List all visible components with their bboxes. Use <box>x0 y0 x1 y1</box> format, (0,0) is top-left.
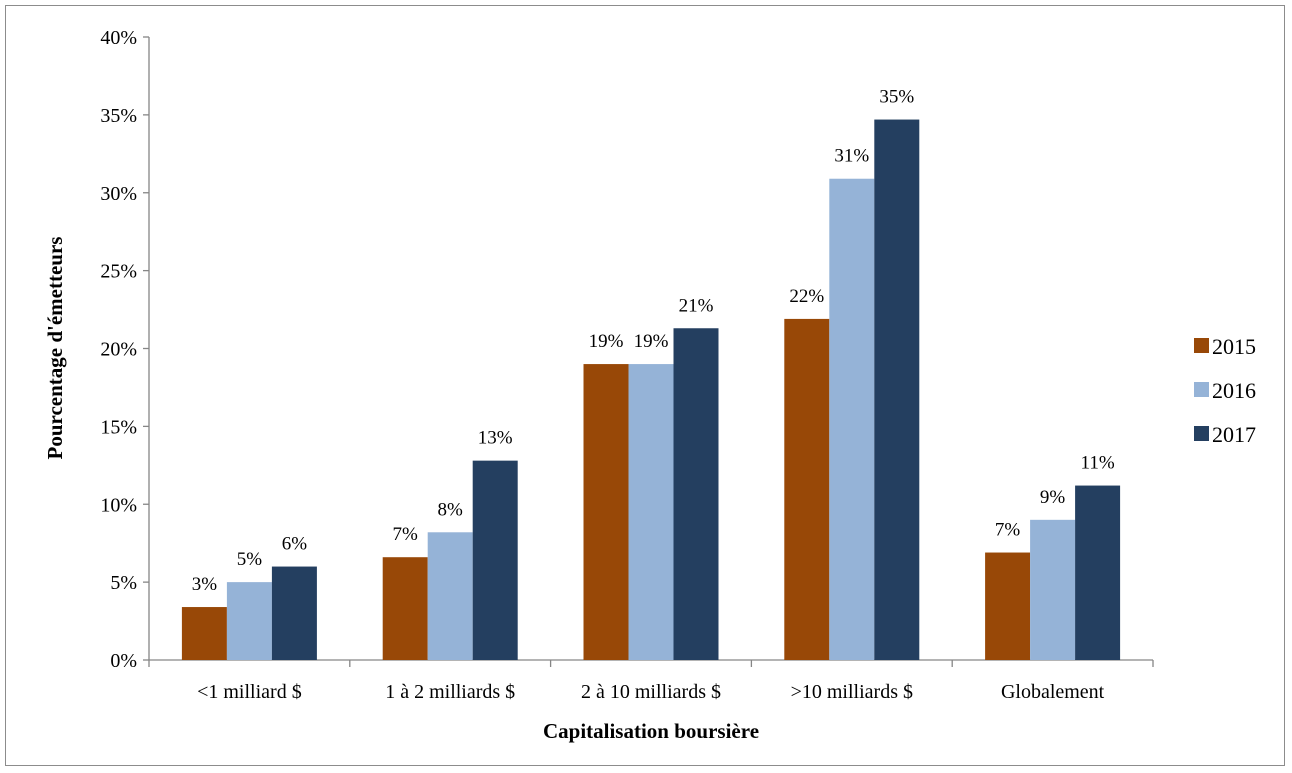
bar-2015 <box>784 318 830 660</box>
legend: 2015 2016 2017 <box>1194 334 1256 447</box>
y-tick-label: 35% <box>100 105 137 127</box>
bar-2016 <box>226 582 272 660</box>
legend-label: 2015 <box>1212 334 1256 359</box>
data-label: 22% <box>789 286 824 307</box>
x-axis: <1 milliard $ 1 à 2 milliards $ 2 à 10 mil… <box>148 659 1154 703</box>
y-tick-label: 25% <box>100 261 137 283</box>
legend-swatch-2017 <box>1194 426 1209 441</box>
y-tick-label: 30% <box>100 183 137 205</box>
bar-2015 <box>382 557 428 660</box>
legend-label: 2017 <box>1212 422 1256 447</box>
data-label: 19% <box>634 331 669 352</box>
bar-2016 <box>628 364 674 660</box>
y-tick-label: 5% <box>110 572 137 594</box>
bar-2015 <box>985 552 1031 660</box>
data-label: 9% <box>1040 487 1066 508</box>
x-axis-title: Capitalisation boursière <box>543 719 759 743</box>
category-label: 2 à 10 milliards $ <box>581 681 721 703</box>
data-labels: 3% 5% 6% 7% 8% 13% 19% 19% 21% 22% 31% 35% 7% 9% 11% <box>192 87 1115 595</box>
bar-2016 <box>1030 519 1076 660</box>
category-label: <1 milliard $ <box>197 681 302 703</box>
bar-2017 <box>472 460 518 660</box>
y-tick-label: 40% <box>100 27 137 49</box>
legend-label: 2016 <box>1212 378 1256 403</box>
data-label: 7% <box>995 520 1021 541</box>
bar-2017 <box>673 328 719 660</box>
bar-2016 <box>829 178 875 661</box>
data-label: 11% <box>1081 453 1115 474</box>
data-label: 3% <box>192 574 218 595</box>
data-label: 21% <box>679 295 714 316</box>
data-label: 35% <box>879 87 914 108</box>
data-label: 7% <box>393 524 419 545</box>
data-label: 8% <box>438 499 464 520</box>
bar-2016 <box>427 532 473 660</box>
y-tick-label: 15% <box>100 416 137 438</box>
legend-swatch-2015 <box>1194 338 1209 353</box>
y-axis: 0% 5% 10% 15% 20% 25% 30% 35% 40% <box>100 27 150 672</box>
category-label: 1 à 2 milliards $ <box>385 681 515 703</box>
bars <box>181 119 1121 661</box>
bar-2017 <box>874 119 920 661</box>
category-label: Globalement <box>1001 681 1105 703</box>
data-label: 5% <box>237 549 263 570</box>
data-label: 19% <box>589 331 624 352</box>
data-label: 31% <box>834 146 869 167</box>
y-axis-title: Pourcentage d'émetteurs <box>43 237 67 460</box>
y-tick-label: 20% <box>100 339 137 361</box>
bar-2017 <box>271 566 317 660</box>
bar-2015 <box>181 607 227 660</box>
bar-2015 <box>583 364 629 660</box>
category-label: >10 milliards $ <box>791 681 913 703</box>
y-tick-label: 0% <box>110 650 137 672</box>
data-label: 13% <box>478 428 513 449</box>
legend-swatch-2016 <box>1194 382 1209 397</box>
y-tick-label: 10% <box>100 494 137 516</box>
bar-2017 <box>1075 485 1121 660</box>
data-label: 6% <box>282 534 308 555</box>
